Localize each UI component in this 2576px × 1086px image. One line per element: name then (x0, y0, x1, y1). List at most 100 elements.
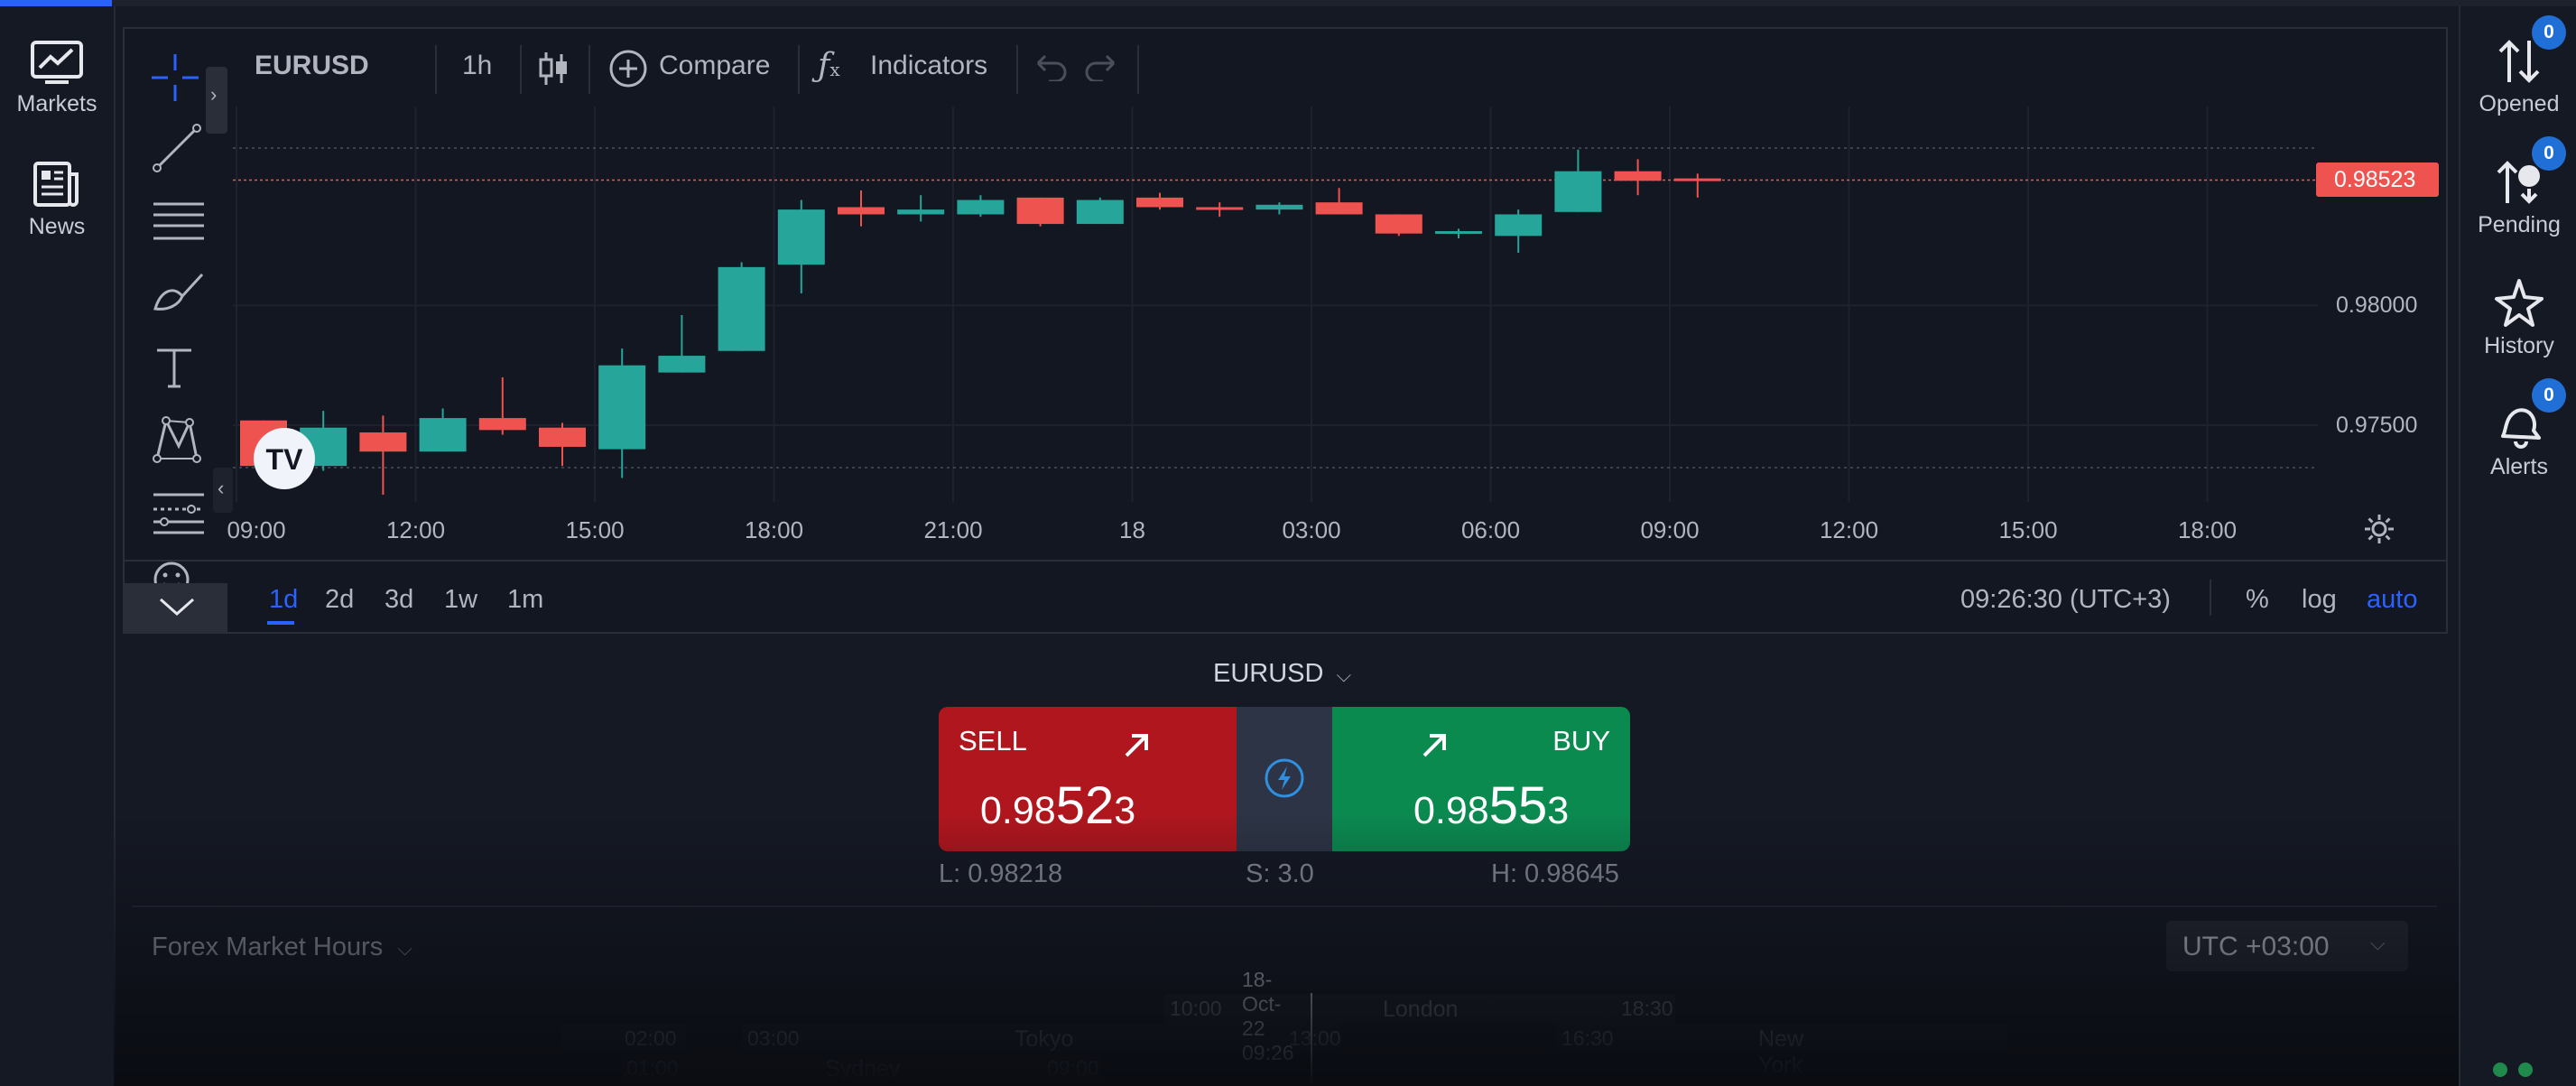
time-tick-label: 09:00 (227, 516, 286, 543)
sell-price-prefix: 0.98 (980, 789, 1056, 832)
pending-count-badge: 0 (2532, 136, 2566, 171)
nav-markets-button[interactable]: Markets (0, 39, 114, 117)
interval-button[interactable]: 1h (462, 51, 493, 80)
plus-circle-icon (609, 50, 647, 88)
time-tick-label: 12:00 (1819, 516, 1879, 543)
pattern-tool-icon[interactable] (152, 413, 202, 464)
candle-body (957, 200, 1005, 215)
candle-body (359, 432, 407, 452)
range-1d-button[interactable]: 1d (269, 585, 299, 614)
tokyo-label: Tokyo (1015, 1026, 1074, 1052)
range-1m-button[interactable]: 1m (507, 585, 544, 614)
candle-body (1256, 204, 1303, 210)
candle-body (1315, 202, 1363, 215)
buy-price: 0.98553 (1413, 775, 1569, 836)
range-1w-button[interactable]: 1w (444, 585, 478, 614)
redo-icon[interactable] (1083, 54, 1119, 81)
nav-opened-button[interactable]: Opened 0 (2460, 15, 2576, 117)
collapse-tools-toggle[interactable]: ‹ (213, 468, 233, 513)
range-3d-button[interactable]: 3d (385, 585, 414, 614)
crosshair-icon[interactable] (148, 51, 202, 105)
candle-body (419, 418, 467, 452)
indicators-label: Indicators (870, 51, 988, 80)
tool-expand-toggle[interactable]: › (206, 67, 227, 134)
nav-history-button[interactable]: History (2460, 277, 2576, 359)
london-label: London (1383, 997, 1459, 1022)
tradingview-logo: TV (254, 428, 315, 489)
trade-symbol-select[interactable]: EURUSD ⌵ (1213, 659, 1351, 689)
hide-tools-button[interactable] (125, 583, 227, 632)
buy-price-prefix: 0.98 (1413, 789, 1489, 832)
undo-icon[interactable] (1033, 54, 1069, 81)
candle-body (539, 427, 586, 447)
newspaper-icon (33, 162, 79, 207)
trend-line-icon[interactable] (152, 123, 202, 173)
tokyo-open: 03:00 (747, 1026, 800, 1050)
arrow-up-right-icon (1422, 734, 1446, 757)
toolbar-separator (798, 45, 800, 94)
price-chart[interactable]: TV (233, 107, 2318, 502)
nav-markets-label: Markets (16, 91, 97, 116)
candle-style-icon[interactable] (536, 49, 570, 88)
opened-count-badge: 0 (2532, 15, 2566, 50)
time-tick-label: 15:00 (565, 516, 625, 543)
symbol-search-button[interactable]: EURUSD (255, 51, 369, 80)
candle-body (1375, 214, 1422, 234)
price-axis[interactable]: 0.98000 0.97500 0.98523 (2316, 107, 2446, 502)
trade-symbol-label: EURUSD (1213, 659, 1324, 688)
chevron-down-icon: ⌵ (1336, 664, 1352, 686)
left-nav: Markets News (0, 6, 116, 1086)
daily-high: H: 0.98645 (1491, 859, 1619, 888)
sydney-open: 01:00 (626, 1056, 679, 1080)
chevron-left-icon: ‹ (218, 477, 225, 499)
timezone-select[interactable]: UTC +03:00 ⌵ (2166, 921, 2408, 971)
price-tick-label: 0.98000 (2336, 292, 2418, 319)
auto-scale-button[interactable]: auto (2367, 585, 2418, 614)
sydney-label: Sydney (825, 1056, 901, 1081)
svg-text:TV: TV (266, 443, 304, 476)
range-2d-button[interactable]: 2d (325, 585, 355, 614)
candle-body (1435, 231, 1482, 235)
nav-news-button[interactable]: News (0, 160, 114, 240)
chart-settings-gear-icon[interactable] (2363, 513, 2395, 545)
top-bar-accent (0, 0, 112, 6)
market-hours-toggle[interactable]: Forex Market Hours ⌵ (152, 933, 412, 962)
one-click-trading-toggle[interactable] (1237, 707, 1332, 851)
candle-body (658, 356, 706, 373)
sydney-close: 09:00 (1047, 1056, 1099, 1080)
toolbar-separator (1137, 45, 1139, 94)
nav-pending-button[interactable]: Pending 0 (2460, 136, 2576, 238)
sell-button[interactable]: SELL 0.98523 (939, 707, 1237, 851)
candle-body (1196, 207, 1244, 210)
buy-button[interactable]: BUY 0.98553 (1332, 707, 1630, 851)
brush-icon[interactable] (152, 269, 206, 314)
time-tick-label: 06:00 (1460, 516, 1521, 543)
percent-scale-button[interactable]: % (2246, 585, 2269, 614)
market-hours-title: Forex Market Hours (152, 933, 384, 961)
time-tick-label: 15:00 (1998, 516, 2058, 543)
sell-price-pips: 52 (1055, 776, 1115, 835)
buy-label: BUY (1552, 725, 1610, 756)
candle-body (1673, 178, 1721, 181)
spread: S: 3.0 (1246, 859, 1314, 888)
log-scale-button[interactable]: log (2302, 585, 2337, 614)
chart-bottom-bar: 1d 2d 3d 1w 1m 09:26:30 (UTC+3) % log au… (125, 560, 2446, 634)
nav-history-label: History (2484, 333, 2554, 358)
nav-alerts-button[interactable]: Alerts 0 (2460, 378, 2576, 480)
sell-price-fraction: 3 (1114, 789, 1136, 832)
text-tool-icon[interactable] (152, 345, 197, 390)
forecast-tool-icon[interactable] (152, 489, 206, 536)
sell-label: SELL (959, 725, 1027, 756)
fib-levels-icon[interactable] (152, 199, 206, 244)
candle-body (1614, 171, 1662, 181)
buy-price-pips: 55 (1488, 776, 1548, 835)
time-tick-label: 18 (1119, 516, 1145, 543)
status-dot-2 (2518, 1063, 2533, 1077)
tokyo-pre: 02:00 (625, 1026, 677, 1050)
newyork-open: 16:30 (1561, 1026, 1614, 1050)
toolbar-separator (588, 45, 590, 94)
time-tick-label: 09:00 (1640, 516, 1700, 543)
chart-toolbar: EURUSD 1h Compare ƒx Indicators (125, 29, 2446, 107)
star-outline-icon (2495, 279, 2544, 327)
newyork-label: New York (1758, 1026, 1804, 1078)
